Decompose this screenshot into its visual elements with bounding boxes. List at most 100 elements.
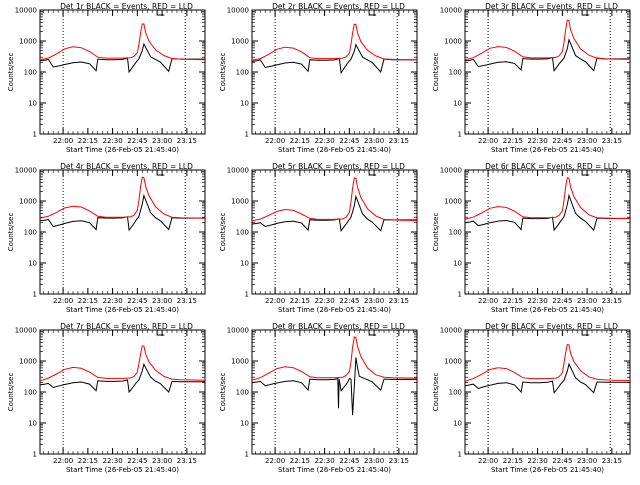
y-tick-label: 1 <box>458 451 462 459</box>
plot-frame <box>251 169 418 295</box>
y-tick-label: 1000 <box>231 358 249 366</box>
x-tick-label: 23:00 <box>577 137 597 145</box>
x-tick-label: 22:45 <box>552 297 572 305</box>
x-axis-label: Start Time (26-Feb-05 21:45:40) <box>278 306 391 314</box>
y-tick-label: 10 <box>240 260 249 268</box>
series-line-lld <box>251 177 418 222</box>
x-tick-label: 23:00 <box>577 457 597 465</box>
x-tick-label: 22:30 <box>528 457 548 465</box>
series-line-events <box>464 362 630 394</box>
y-tick-label: 1000 <box>19 358 37 366</box>
series-line-lld <box>464 343 631 382</box>
x-tick-label: 22:00 <box>478 457 498 465</box>
x-tick-label: 22:15 <box>78 137 98 145</box>
x-tick-label: 22:15 <box>503 297 523 305</box>
y-tick-label: 1 <box>33 131 37 139</box>
y-tick-label: 1 <box>458 131 462 139</box>
y-tick-label: 100 <box>24 69 37 77</box>
detector-panel: Det 2r BLACK = Events, RED = LLD 1 10 100 10… <box>219 2 418 154</box>
plot-frame <box>251 9 418 135</box>
y-tick-label: 100 <box>24 229 37 237</box>
series-line-events <box>39 193 205 232</box>
plot-frame <box>464 329 631 455</box>
x-tick-label: 23:15 <box>389 297 409 305</box>
x-tick-label: 22:30 <box>315 457 335 465</box>
x-axis-label: Start Time (26-Feb-05 21:45:40) <box>66 146 179 154</box>
y-tick-label: 1 <box>33 291 37 299</box>
y-tick-label: 100 <box>236 69 249 77</box>
y-tick-label: 10000 <box>440 167 462 175</box>
x-tick-label: 22:30 <box>103 297 123 305</box>
x-tick-label: 22:00 <box>53 457 73 465</box>
y-tick-label: 100 <box>236 389 249 397</box>
panel-title: Det 4r BLACK = Events, RED = LLD <box>60 162 193 171</box>
x-tick-label: 23:00 <box>577 297 597 305</box>
y-tick-label: 10 <box>453 260 462 268</box>
x-tick-label: 22:30 <box>315 137 335 145</box>
y-tick-label: 10 <box>240 420 249 428</box>
x-tick-label: 22:15 <box>290 297 310 305</box>
x-tick-label: 22:45 <box>339 297 359 305</box>
y-tick-label: 1 <box>458 291 462 299</box>
series-line-lld <box>251 336 418 381</box>
x-axis-label: Start Time (26-Feb-05 21:45:40) <box>278 466 391 474</box>
y-tick-label: 1 <box>245 131 249 139</box>
y-tick-label: 1 <box>245 451 249 459</box>
x-tick-label: 22:45 <box>339 457 359 465</box>
interval-bracket-marker <box>581 330 590 336</box>
panel-title: Det 8r BLACK = Events, RED = LLD <box>272 322 405 331</box>
y-axis-label: Counts/sec <box>7 373 15 412</box>
plot-frame <box>251 329 418 455</box>
x-tick-label: 23:15 <box>177 297 197 305</box>
y-tick-label: 10000 <box>440 327 462 335</box>
x-tick-label: 23:15 <box>602 297 622 305</box>
panel-title: Det 6r BLACK = Events, RED = LLD <box>485 162 618 171</box>
y-tick-label: 10 <box>28 420 37 428</box>
y-tick-label: 1000 <box>19 198 37 206</box>
x-tick-label: 22:00 <box>265 457 285 465</box>
x-tick-label: 22:45 <box>127 457 147 465</box>
x-tick-label: 22:00 <box>265 297 285 305</box>
y-tick-label: 10 <box>453 420 462 428</box>
x-tick-label: 23:15 <box>602 137 622 145</box>
series-line-lld <box>39 23 206 61</box>
y-tick-label: 10000 <box>440 7 462 15</box>
interval-bracket-marker <box>368 10 377 16</box>
x-tick-label: 22:45 <box>127 137 147 145</box>
x-tick-label: 23:15 <box>602 457 622 465</box>
x-tick-label: 23:15 <box>177 457 197 465</box>
x-tick-label: 22:30 <box>103 457 123 465</box>
x-tick-label: 23:00 <box>152 457 172 465</box>
series-line-lld <box>39 176 206 219</box>
y-tick-label: 100 <box>449 389 462 397</box>
detector-panel: Det 5r BLACK = Events, RED = LLD 1 10 100 10… <box>219 162 418 314</box>
x-tick-label: 23:15 <box>389 457 409 465</box>
y-tick-label: 10 <box>28 260 37 268</box>
interval-bracket-marker <box>581 10 590 16</box>
y-axis-label: Counts/sec <box>7 53 15 92</box>
x-axis-label: Start Time (26-Feb-05 21:45:40) <box>491 146 604 154</box>
y-tick-label: 1000 <box>231 38 249 46</box>
series-line-events <box>464 37 630 73</box>
x-tick-label: 22:00 <box>53 137 73 145</box>
plot-frame <box>39 169 206 295</box>
x-tick-label: 22:15 <box>290 457 310 465</box>
detector-panel: Det 1r BLACK = Events, RED = LLD 1 10 100 10… <box>7 2 206 154</box>
series-line-events <box>39 362 205 394</box>
panel-title: Det 1r BLACK = Events, RED = LLD <box>60 2 193 11</box>
detector-panel: Det 4r BLACK = Events, RED = LLD 1 10 100 10… <box>7 162 206 314</box>
x-tick-label: 23:00 <box>152 297 172 305</box>
x-tick-label: 22:45 <box>552 137 572 145</box>
y-tick-label: 10000 <box>15 7 37 15</box>
x-axis-label: Start Time (26-Feb-05 21:45:40) <box>66 466 179 474</box>
y-tick-label: 1000 <box>231 198 249 206</box>
x-tick-label: 22:15 <box>78 457 98 465</box>
series-line-events <box>251 357 417 416</box>
panel-title: Det 3r BLACK = Events, RED = LLD <box>485 2 618 11</box>
y-axis-label: Counts/sec <box>432 213 440 252</box>
x-axis-label: Start Time (26-Feb-05 21:45:40) <box>491 466 604 474</box>
detector-panel: Det 3r BLACK = Events, RED = LLD 1 10 100 10… <box>432 2 631 154</box>
detector-panel: Det 6r BLACK = Events, RED = LLD 1 10 100 10… <box>432 162 631 314</box>
interval-bracket-marker <box>156 170 165 176</box>
x-tick-label: 22:00 <box>478 297 498 305</box>
